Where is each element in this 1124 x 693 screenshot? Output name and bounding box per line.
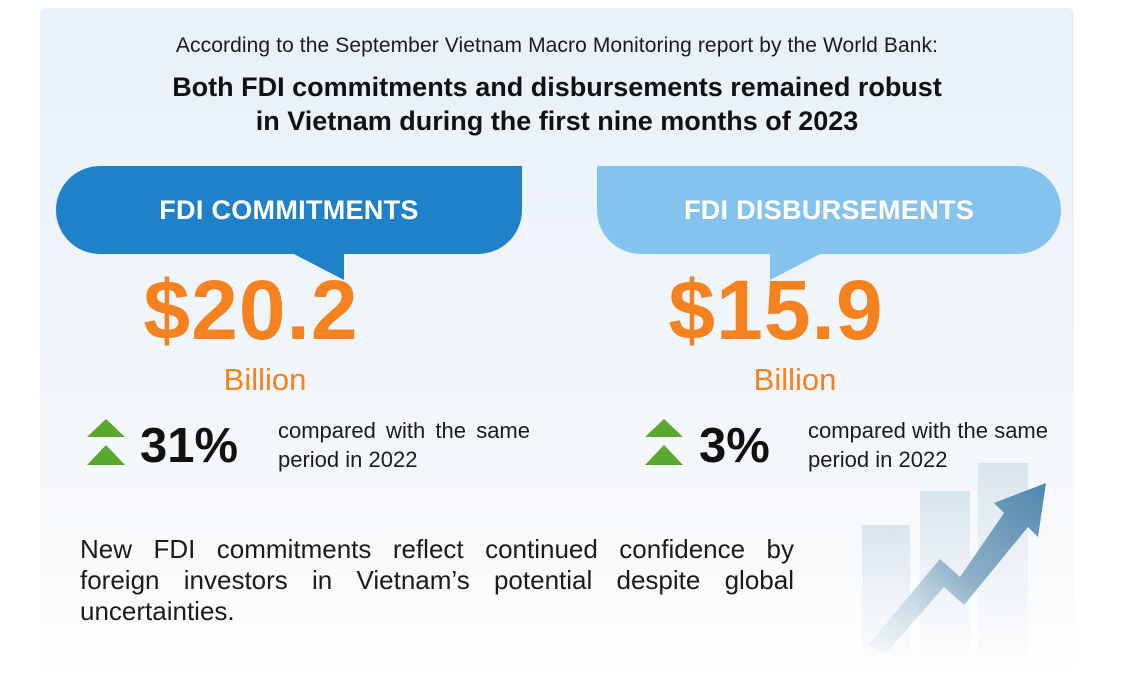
double-up-triangle-icon (645, 419, 683, 465)
disbursements-bubble-tail (770, 252, 824, 280)
commitments-change: 31% (140, 419, 239, 473)
double-up-triangle-icon (87, 419, 125, 465)
disbursements-change: 3% (699, 419, 770, 473)
disbursements-label-bubble: FDI DISBURSEMENTS (597, 166, 1061, 254)
headline: Both FDI commitments and disbursements r… (40, 70, 1074, 138)
disbursements-comparison: compared with the same period in 2022 (808, 418, 1048, 472)
commitments-amount: $20.2 (143, 263, 359, 357)
commitments-comparison: compared with the same period in 2022 (278, 418, 530, 472)
disbursements-label: FDI DISBURSEMENTS (683, 194, 975, 225)
disbursements-unit: Billion (753, 362, 837, 397)
source-line: According to the September Vietnam Macro… (175, 34, 939, 57)
growth-bar-arrow-icon (862, 463, 1046, 655)
headline-line-1: Both FDI commitments and disbursements r… (172, 72, 942, 102)
commitments-unit: Billion (223, 362, 307, 397)
headline-line-2: in Vietnam during the first nine months … (255, 106, 859, 136)
commitments-bubble-tail (290, 252, 344, 280)
commitments-label-bubble: FDI COMMITMENTS (56, 166, 522, 254)
note-paragraph: New FDI commitments reflect continued co… (80, 534, 794, 626)
disbursements-amount: $15.9 (668, 263, 884, 357)
commitments-label: FDI COMMITMENTS (159, 194, 419, 225)
